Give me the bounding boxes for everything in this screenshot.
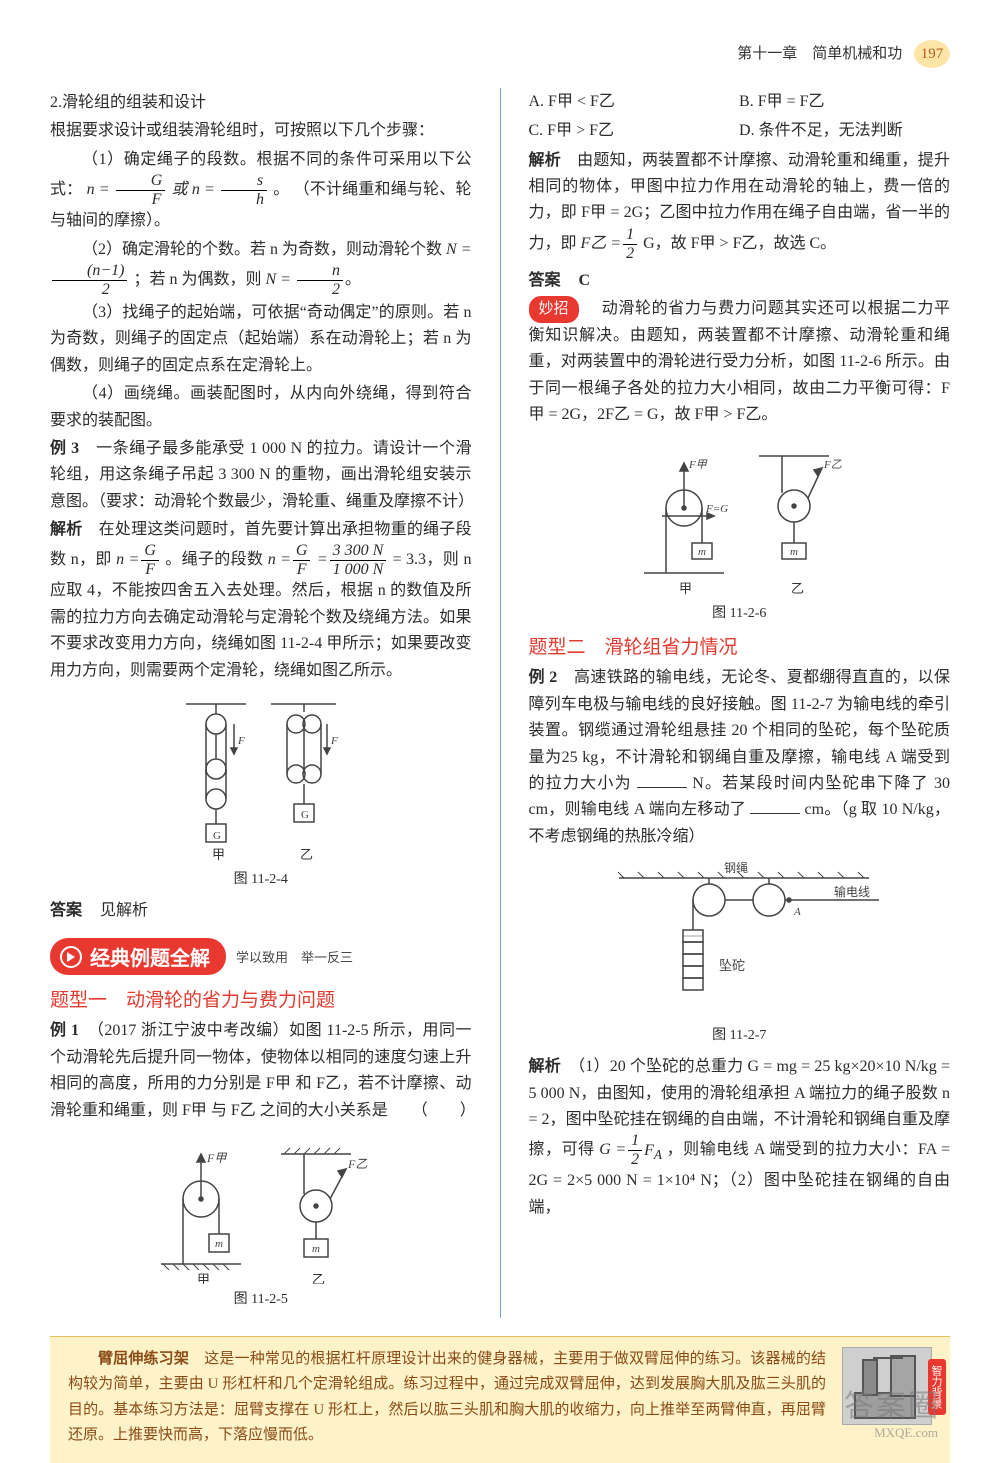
figure-11-2-4-caption: 图 11-2-4 [50, 868, 472, 888]
figure-11-2-5-caption: 图 11-2-5 [50, 1288, 472, 1308]
watermark-sub: MXQE.com [874, 1425, 938, 1441]
step-4: （4）画绕绳。画装配图时，从内向外绕绳，得到符合要求的装配图。 [50, 381, 472, 434]
example-2: 例 2 高速铁路的输电线，无论冬、夏都绷得直直的，以保障列车电极与输电线的良好接… [529, 665, 951, 850]
svg-text:钢绳: 钢绳 [724, 861, 748, 875]
svg-text:F乙: F乙 [823, 459, 842, 471]
example-3-analysis: 解析 在处理这类问题时，首先要计算出承担物重的绳子段数 n，即 n =GF 。绳… [50, 517, 472, 684]
right-column: A. F甲 < F乙 B. F甲 = F乙 C. F甲 > F乙 D. 条件不足… [529, 88, 951, 1318]
svg-text:甲: 甲 [197, 1272, 210, 1284]
svg-text:乙: 乙 [300, 847, 313, 862]
topic-1-title: 题型一 动滑轮的省力与费力问题 [50, 985, 472, 1012]
topic-2-title: 题型二 滑轮组省力情况 [529, 632, 951, 659]
figure-11-2-6: m F甲 F=G 甲 m [529, 438, 951, 622]
svg-text:m: m [790, 546, 798, 558]
answer-row-ex1: 答案 C [529, 268, 951, 294]
ex1-analysis: 解析 由题知，两装置都不计摩擦、动滑轮重和绳重，提升相同的物体，甲图中拉力作用在… [529, 148, 951, 262]
step-2: （2）确定滑轮的个数。若 n 为奇数，则动滑轮个数 N = (n−1)2 ；若 … [50, 237, 472, 298]
watermark-main: 答案圈 [844, 1381, 940, 1425]
figure-11-2-6-caption: 图 11-2-6 [529, 602, 951, 622]
answer-row-ex3: 答案 见解析 [50, 898, 472, 924]
svg-text:m: m [698, 546, 706, 558]
speaker-icon [60, 946, 82, 968]
banner-subtitle: 学以致用 举一反三 [236, 947, 353, 966]
svg-text:F甲: F甲 [688, 459, 708, 471]
svg-text:F乙: F乙 [347, 1157, 367, 1171]
svg-text:坠砣: 坠砣 [719, 958, 745, 973]
svg-text:G: G [301, 809, 309, 821]
footnote-box: 臂屈伸练习架 这是一种常见的根据杠杆原理设计出来的健身器械，主要用于做双臂屈伸的… [50, 1336, 950, 1463]
option-d: D. 条件不足，无法判断 [739, 117, 946, 146]
svg-text:F: F [330, 735, 338, 747]
svg-text:G: G [213, 830, 221, 842]
svg-text:输电线: 输电线 [834, 884, 870, 899]
svg-text:F甲: F甲 [206, 1151, 227, 1165]
footnote-text: 臂屈伸练习架 这是一种常见的根据杠杆原理设计出来的健身器械，主要用于做双臂屈伸的… [68, 1347, 826, 1449]
svg-text:F=G: F=G [705, 503, 728, 515]
page-header: 第十一章 简单机械和功 197 [50, 40, 950, 68]
section-banner: 经典例题全解 学以致用 举一反三 [50, 938, 472, 975]
option-a: A. F甲 < F乙 [529, 88, 736, 117]
svg-text:m: m [312, 1243, 320, 1255]
option-b: B. F甲 = F乙 [739, 88, 946, 117]
example-3-label: 例 3 [50, 440, 79, 457]
step-1: （1）确定绳子的段数。根据不同的条件可采用以下公式： n = GF 或 n = … [50, 147, 472, 235]
figure-11-2-5: m F甲 甲 [50, 1134, 472, 1308]
options-block: A. F甲 < F乙 B. F甲 = F乙 C. F甲 > F乙 D. 条件不足… [529, 88, 951, 146]
tip-block: 妙招 动滑轮的省力与费力问题其实还可以根据二力平衡知识解决。由题知，两装置都不计… [529, 296, 951, 428]
svg-text:A: A [793, 906, 801, 918]
svg-text:甲: 甲 [679, 581, 692, 596]
column-divider [500, 88, 501, 1318]
svg-text:乙: 乙 [312, 1272, 325, 1284]
example-3: 例 3 一条绳子最多能承受 1 000 N 的拉力。请设计一个滑轮组，用这条绳子… [50, 436, 472, 515]
svg-text:m: m [215, 1238, 223, 1250]
intro-line: 根据要求设计或组装滑轮组时，可按照以下几个步骤： [50, 118, 472, 144]
figure-11-2-7-caption: 图 11-2-7 [529, 1024, 951, 1044]
page-number: 197 [914, 40, 950, 68]
step-3: （3）找绳子的起始端，可依据“奇动偶定”的原则。若 n 为奇数，则绳子的固定点（… [50, 300, 472, 379]
figure-11-2-4: G F 甲 [50, 694, 472, 888]
blank-1 [637, 772, 687, 788]
figure-11-2-7: 输电线 A 钢绳 坠砣 图 11-2-7 [529, 860, 951, 1044]
left-column: 2.滑轮组的组装和设计 根据要求设计或组装滑轮组时，可按照以下几个步骤： （1）… [50, 88, 472, 1318]
ex2-analysis: 解析 （1）20 个坠砣的总重力 G = mg = 25 kg×20×10 N/… [529, 1054, 951, 1221]
svg-text:乙: 乙 [791, 581, 804, 596]
example-1: 例 1 （2017 浙江宁波中考改编）如图 11-2-5 所示，用同一个动滑轮先… [50, 1018, 472, 1124]
tip-pill: 妙招 [529, 296, 579, 323]
svg-text:甲: 甲 [212, 847, 225, 862]
option-c: C. F甲 > F乙 [529, 117, 736, 146]
svg-text:F: F [237, 735, 245, 747]
chapter-label: 第十一章 简单机械和功 [737, 46, 902, 62]
banner-bubble: 经典例题全解 [50, 938, 226, 975]
blank-2 [750, 798, 800, 814]
heading-2: 2.滑轮组的组装和设计 [50, 90, 472, 116]
